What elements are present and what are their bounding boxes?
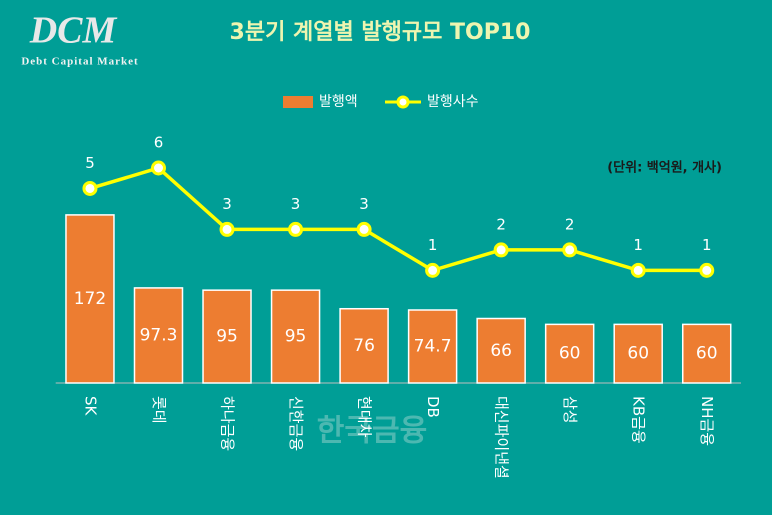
value-label: 66 (490, 341, 512, 361)
value-label: 5 (85, 154, 95, 172)
legend-swatch (283, 96, 313, 108)
x-tick-label: NH금융 (698, 396, 716, 446)
x-tick-label: 대신파이낸셜 (493, 396, 511, 479)
x-tick-label: KB금융 (630, 396, 648, 444)
value-label: 6 (154, 134, 164, 152)
x-tick-label: DB (424, 396, 442, 418)
value-label: 1 (702, 236, 712, 254)
x-tick-label: SK (81, 396, 99, 417)
bar (407, 309, 458, 384)
value-label: 60 (627, 344, 649, 364)
value-label: 1 (428, 236, 438, 254)
legend-marker (396, 95, 410, 109)
watermark: 한국금융 (317, 414, 427, 449)
unit-label: (단위: 백억원, 개사) (607, 160, 722, 176)
value-label: 1 (633, 236, 643, 254)
marker (425, 262, 441, 278)
bar (270, 289, 321, 384)
marker (493, 242, 509, 258)
bar (133, 287, 184, 384)
marker (630, 262, 646, 278)
bar (202, 289, 252, 384)
marker (219, 221, 235, 237)
marker (288, 221, 304, 237)
logo: DCM (29, 10, 118, 52)
value-label: 2 (565, 215, 575, 233)
value-label: 60 (696, 344, 718, 364)
value-label: 74.7 (414, 336, 452, 356)
chart-title: 3분기 계열별 발행규모 TOP10 (230, 20, 531, 45)
marker (150, 160, 166, 176)
bar (613, 323, 663, 384)
marker (562, 242, 578, 258)
x-tick-label: 현대차 (356, 396, 374, 438)
marker (82, 180, 98, 196)
bar (476, 317, 526, 384)
logo-subtitle: Debt Capital Market (21, 56, 138, 68)
value-label: 172 (74, 289, 106, 309)
value-label: 2 (496, 215, 506, 233)
value-label: 3 (291, 195, 301, 213)
bar (544, 323, 595, 384)
value-label: 97.3 (140, 325, 178, 345)
x-tick-label: 신한금융 (287, 396, 305, 451)
bar (65, 214, 115, 384)
legend-label: 발행사수 (427, 94, 479, 110)
marker (699, 262, 715, 278)
x-tick-label: 롯데 (150, 396, 168, 424)
value-label: 76 (353, 336, 375, 356)
bar (339, 307, 389, 384)
value-label: 3 (222, 195, 232, 213)
bar (681, 323, 732, 384)
x-tick-label: 삼성 (561, 396, 579, 424)
value-label: 95 (285, 327, 307, 347)
value-label: 95 (216, 327, 238, 347)
legend-label: 발행액 (319, 94, 358, 110)
value-label: 60 (559, 344, 581, 364)
value-label: 3 (359, 195, 369, 213)
line (89, 166, 707, 273)
x-tick-label: 하나금융 (219, 396, 237, 451)
marker (356, 221, 372, 237)
